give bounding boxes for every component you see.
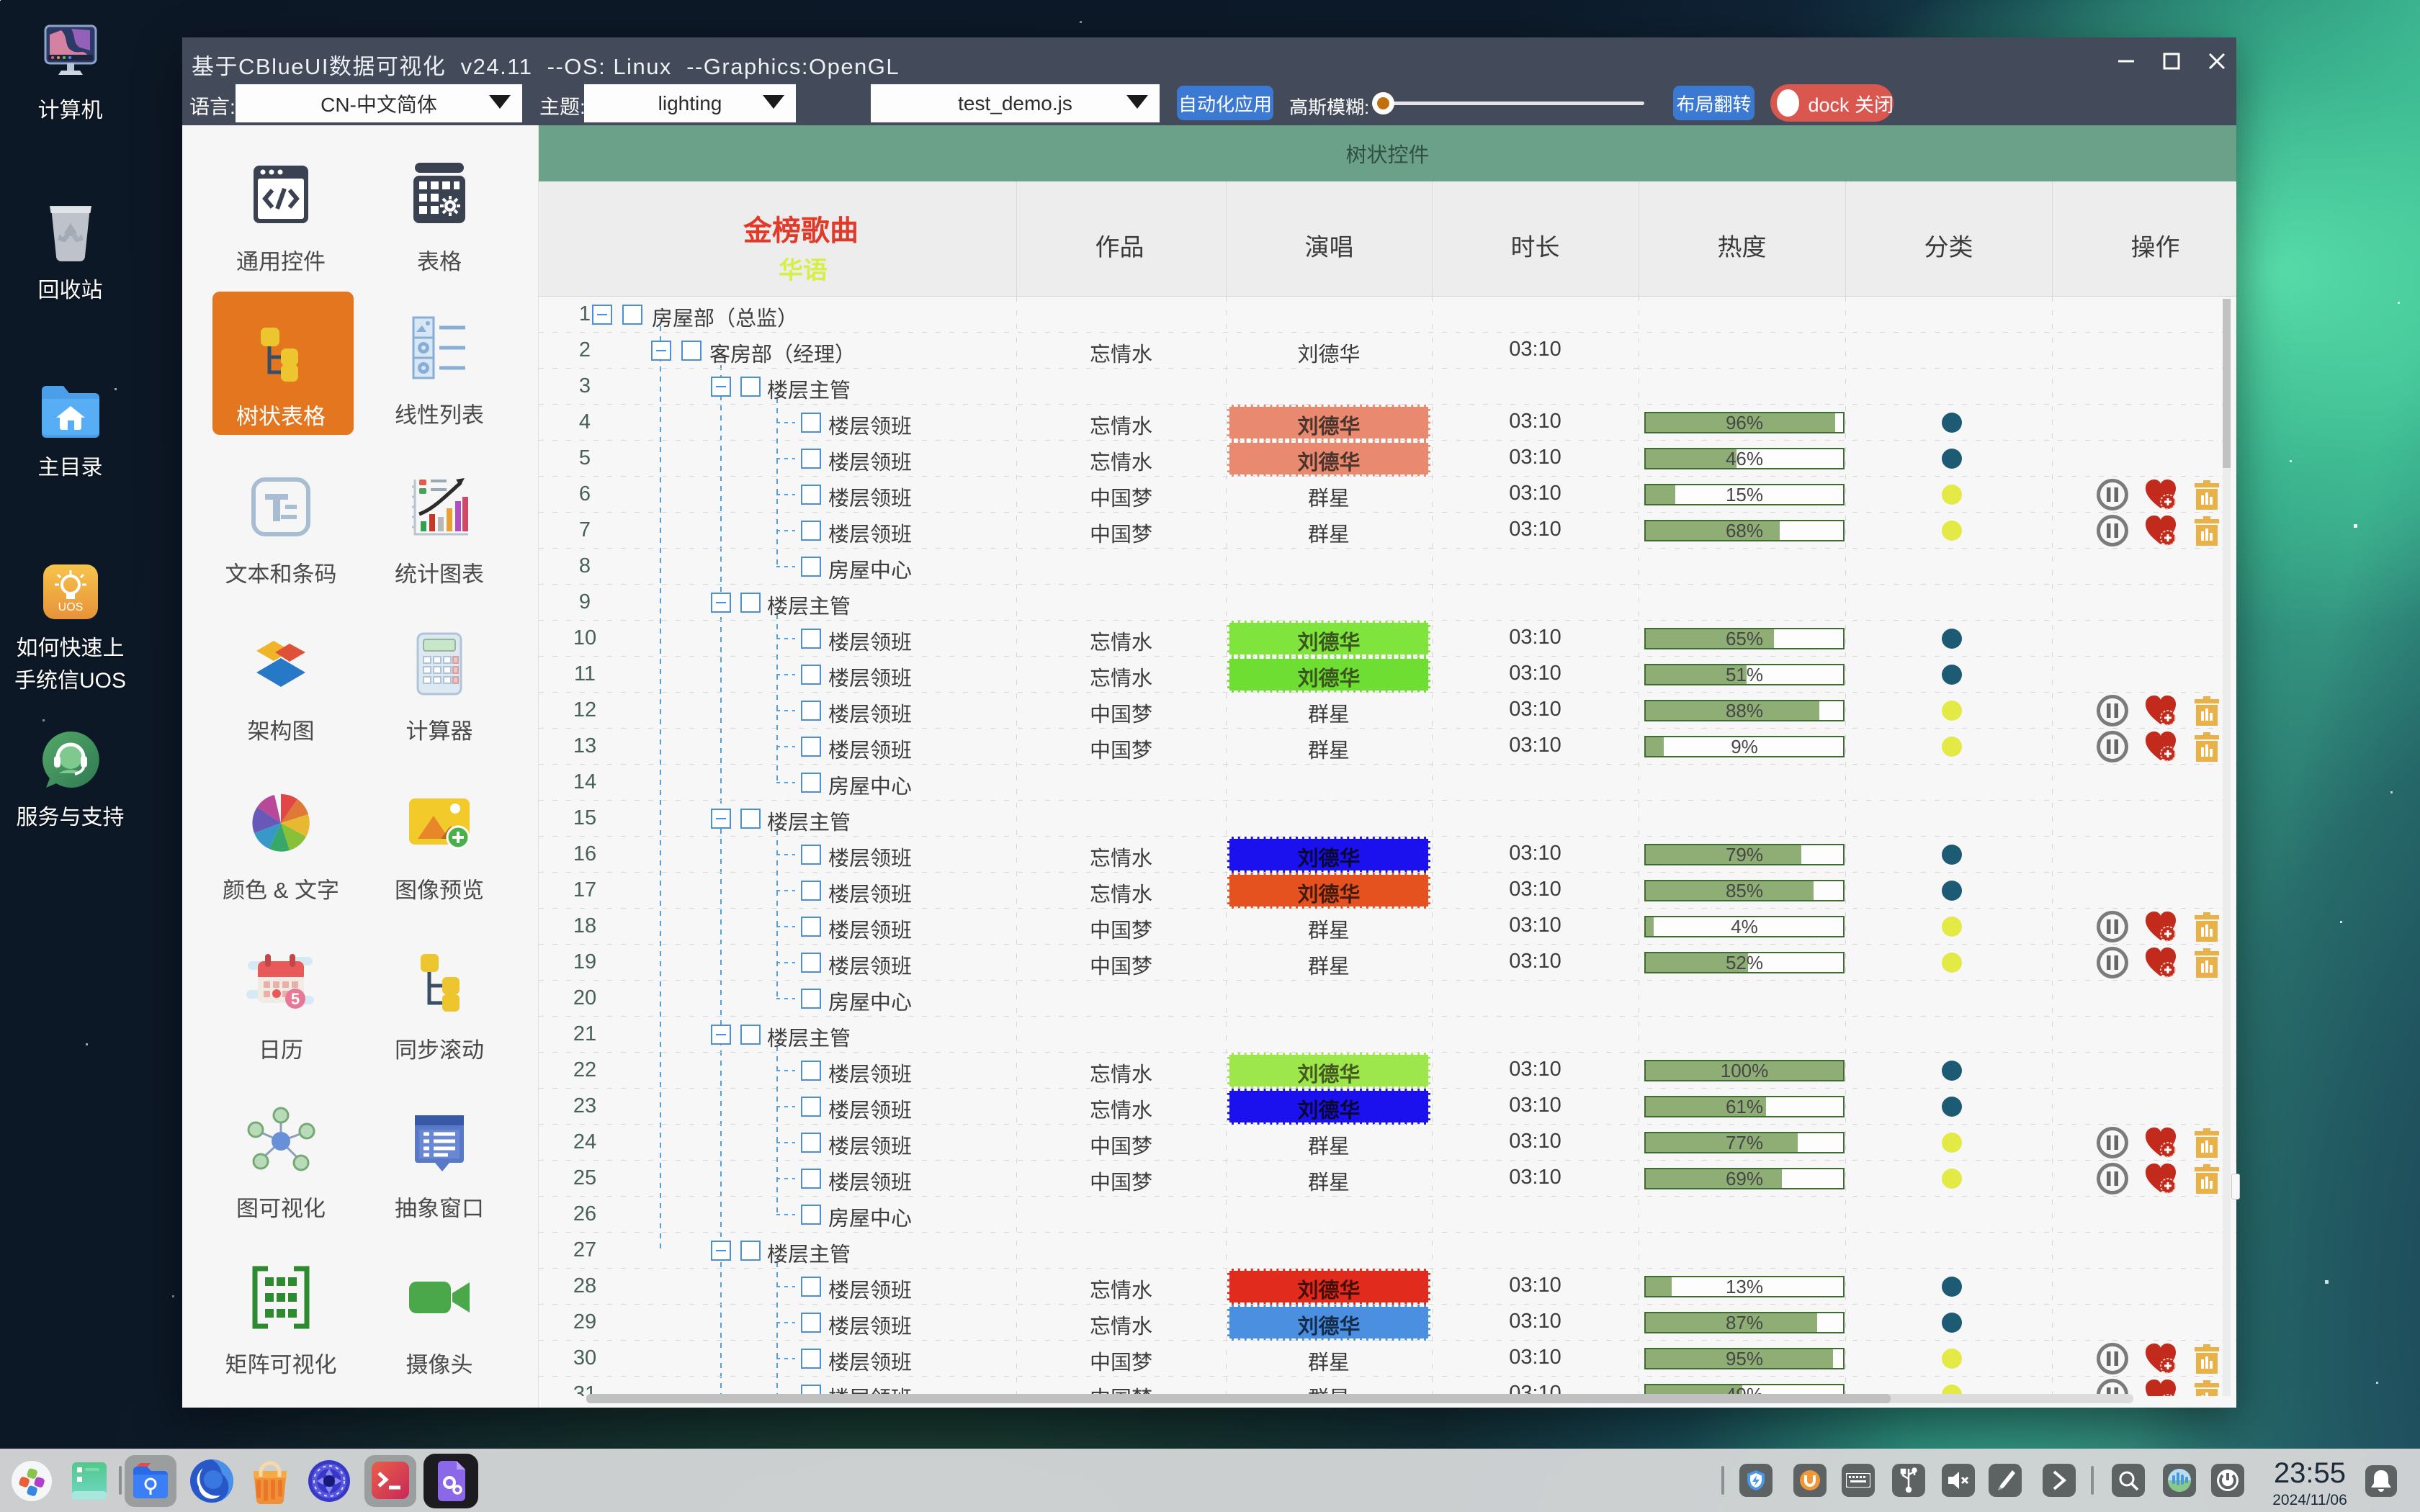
svg-text:5: 5	[291, 990, 300, 1008]
svg-text:UOS: UOS	[58, 601, 83, 613]
